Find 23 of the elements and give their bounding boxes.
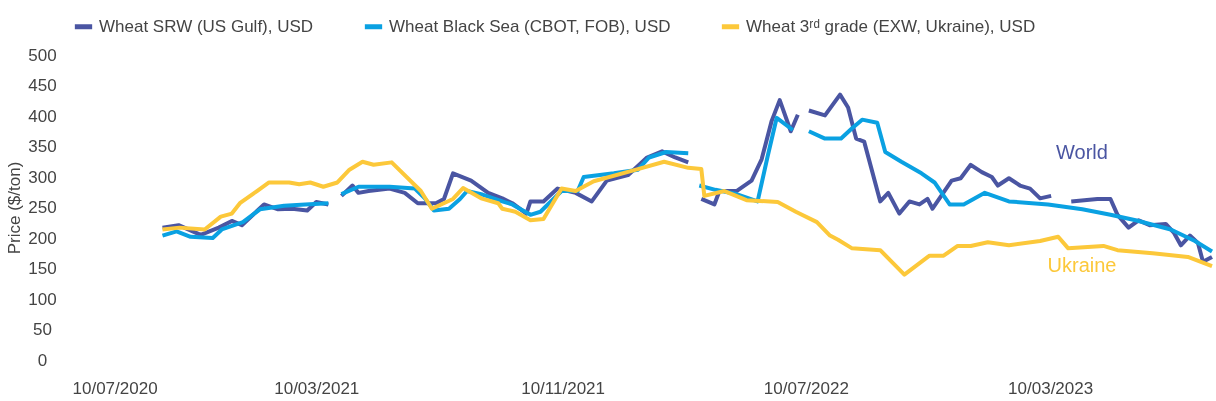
annotation: World [1056,141,1108,163]
x-tick-label: 10/07/2020 [72,378,158,398]
line-series [160,159,1214,277]
x-tick-label: 10/03/2021 [274,378,360,398]
annotation: Ukraine [1047,254,1117,276]
x-tick-label: 10/03/2023 [1008,378,1094,398]
y-tick-label: 450 [28,76,57,95]
legend-label: Wheat Black Sea (CBOT, FOB), USD [389,16,671,36]
y-tick-label: 150 [28,259,57,278]
y-tick-label: 100 [28,289,57,309]
y-tick-label: 200 [28,228,57,248]
y-tick-label: 300 [28,167,57,187]
y-tick-label: 50 [33,320,52,339]
legend-label: Wheat SRW (US Gulf), USD [99,16,314,36]
y-tick-label: 400 [28,106,57,126]
legend-label: Wheat 3ʳᵈ grade (EXW, Ukraine), USD [746,16,1036,36]
x-tick-label: 10/11/2021 [521,378,605,398]
y-tick-label: 350 [28,137,57,156]
x-tick-label: 10/07/2022 [763,378,849,398]
y-tick-label: 500 [28,45,57,65]
y-axis-title: Price ($/ton) [5,161,25,255]
y-tick-label: 0 [37,350,48,370]
y-tick-label: 250 [28,198,57,217]
